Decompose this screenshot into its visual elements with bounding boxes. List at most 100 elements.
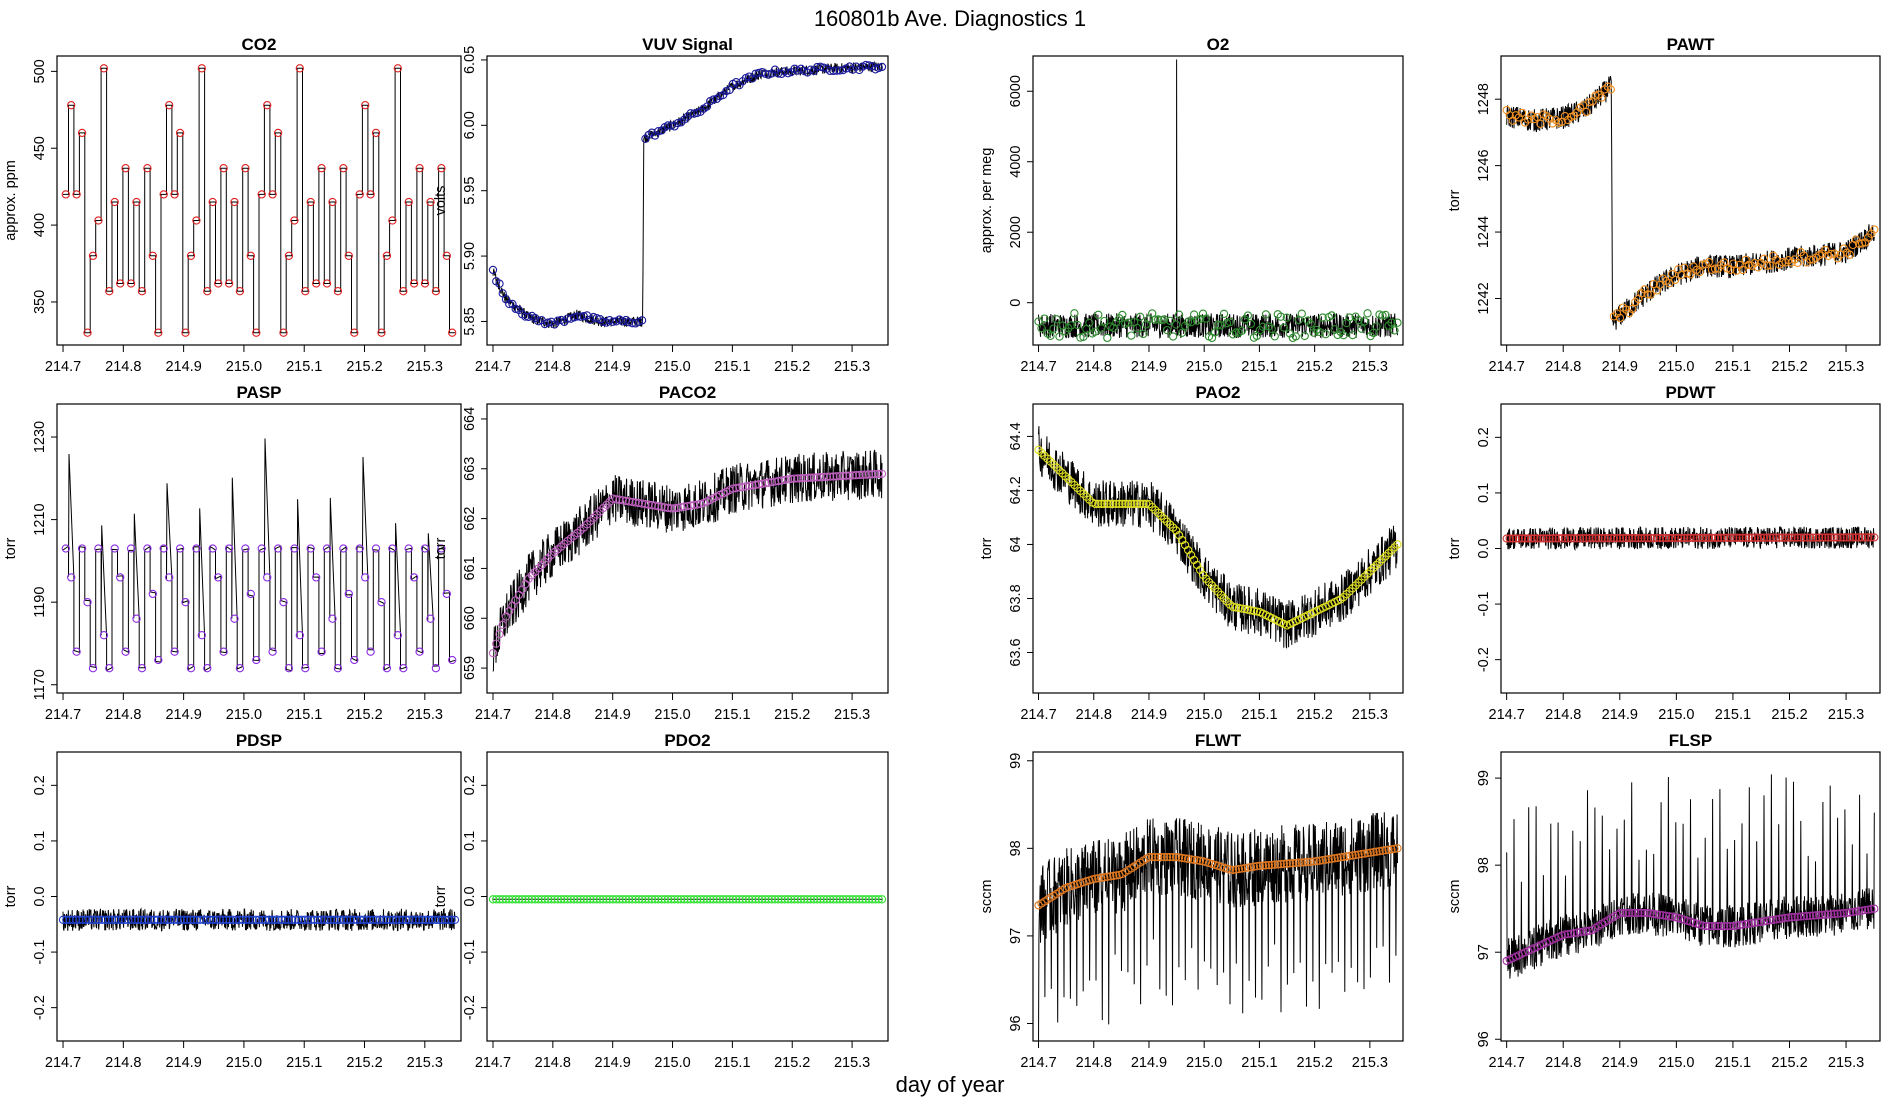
data-point	[366, 190, 375, 199]
data-point	[1345, 313, 1354, 322]
data-point	[258, 915, 267, 924]
data-point	[1136, 312, 1145, 321]
data-point	[1303, 857, 1312, 867]
data-point	[864, 470, 874, 479]
data-point	[1628, 304, 1637, 314]
data-point	[359, 915, 368, 924]
data-point	[1186, 855, 1196, 864]
data-point	[450, 915, 460, 924]
data-point	[1631, 533, 1640, 543]
data-point	[1133, 499, 1142, 509]
y-tick-label: 660	[462, 606, 478, 630]
data-point	[126, 279, 136, 288]
plot-frame	[56, 751, 462, 1042]
data-point	[1824, 910, 1833, 919]
data-point	[111, 915, 120, 924]
data-point	[1579, 927, 1588, 936]
data-point	[1145, 852, 1154, 862]
data-point	[1154, 508, 1163, 518]
data-point	[150, 915, 159, 924]
data-point	[790, 474, 799, 483]
data-point	[1851, 533, 1861, 542]
data-point	[1747, 533, 1756, 542]
data-point	[1606, 534, 1615, 543]
data-point	[553, 895, 562, 904]
data-point	[393, 631, 402, 640]
data-point	[165, 573, 174, 582]
data-point	[326, 915, 336, 924]
data-point	[1643, 908, 1652, 918]
series-markers	[61, 544, 457, 673]
figure-title: 160801b Ave. Diagnostics 1	[814, 6, 1086, 31]
data-point	[228, 915, 238, 924]
data-point	[780, 475, 789, 485]
data-point	[322, 544, 332, 553]
data-point	[680, 502, 689, 511]
data-point	[68, 915, 77, 924]
data-point	[1704, 257, 1714, 267]
data-point	[294, 915, 303, 924]
data-point	[673, 895, 682, 904]
data-point	[328, 197, 337, 207]
data-point	[1658, 533, 1668, 543]
y-tick-label: 6.05	[462, 46, 478, 74]
data-point	[1867, 533, 1876, 542]
x-tick-label: 214.7	[45, 1055, 81, 1071]
data-point	[738, 482, 747, 492]
data-point	[663, 503, 673, 513]
data-point	[706, 895, 715, 904]
data-point	[1148, 852, 1157, 862]
data-point	[101, 915, 110, 924]
data-point	[1390, 326, 1399, 335]
y-tick-label: 1242	[1476, 282, 1492, 314]
x-tick-label: 215.2	[1771, 359, 1807, 375]
data-point	[855, 895, 864, 904]
data-point	[1234, 864, 1244, 874]
data-point	[1160, 315, 1169, 324]
data-point	[424, 915, 433, 924]
data-point	[1133, 323, 1142, 333]
data-point	[1759, 533, 1769, 542]
data-point	[534, 895, 543, 904]
y-tick-label: 99	[1008, 753, 1024, 769]
series-line	[1038, 812, 1398, 1041]
data-point	[1701, 921, 1710, 931]
data-point	[1517, 534, 1527, 543]
data-point	[317, 164, 326, 173]
data-point	[735, 895, 744, 904]
series-markers	[1034, 844, 1402, 910]
x-tick-label: 215.3	[834, 707, 870, 723]
data-point	[793, 474, 802, 483]
data-point	[1210, 328, 1220, 337]
data-point	[1276, 860, 1285, 869]
data-point	[1162, 325, 1172, 335]
data-point	[871, 895, 880, 904]
x-tick-label: 215.2	[1771, 707, 1807, 723]
data-point	[851, 895, 861, 904]
data-point	[586, 895, 595, 904]
data-point	[1118, 499, 1127, 509]
data-point	[1612, 534, 1622, 543]
data-point	[1772, 533, 1781, 542]
data-point	[99, 631, 109, 640]
data-point	[437, 915, 447, 924]
data-point	[1585, 534, 1594, 543]
data-point	[796, 474, 806, 483]
data-point	[1318, 856, 1327, 865]
data-point	[1351, 581, 1360, 590]
data-point	[1393, 540, 1402, 549]
data-point	[663, 895, 673, 904]
plot-frame	[1032, 751, 1404, 1042]
data-point	[121, 164, 130, 173]
data-point	[822, 472, 832, 481]
data-point	[498, 895, 507, 904]
data-point	[1243, 863, 1253, 872]
data-point	[369, 915, 378, 924]
data-point	[1151, 505, 1160, 515]
y-tick-label: 0.2	[1476, 427, 1492, 447]
panel-pasp: PASP torr 1170 1190 1210 1230 214.7 214.8 214.9 2…	[3, 383, 462, 723]
data-point	[787, 474, 796, 484]
data-point	[670, 504, 679, 513]
data-point	[670, 895, 679, 904]
data-point	[1625, 533, 1634, 543]
